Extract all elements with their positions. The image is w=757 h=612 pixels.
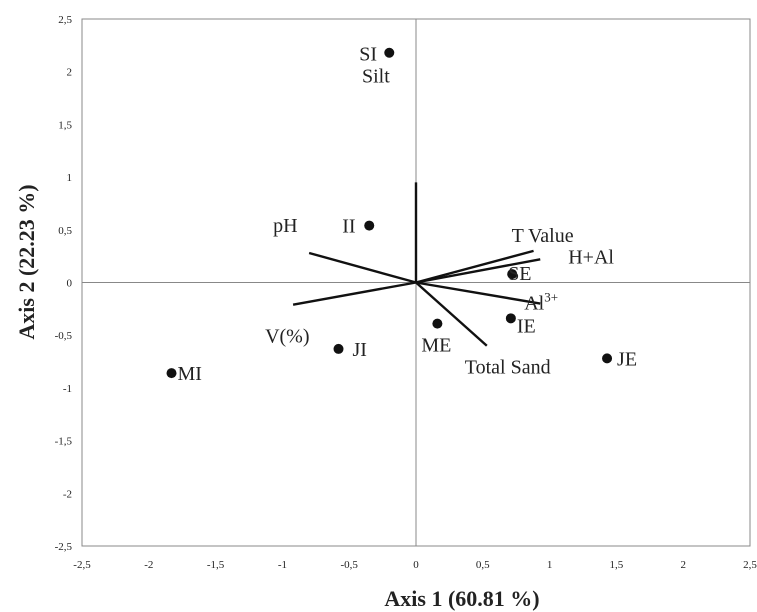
x-tick-label: 0,5 [476,559,490,571]
vector-line [308,251,417,284]
vector-line [415,249,534,284]
vector-label: Total Sand [465,357,551,379]
x-tick-label: -1,5 [207,559,225,571]
sample-point [364,220,375,231]
x-axis-title: Axis 1 (60.81 %) [384,586,539,611]
vector-label: Silt [362,65,390,87]
sample-point-label: JI [353,339,367,361]
sample-point-label: SE [508,263,531,285]
vector-line [415,281,488,347]
x-tick-label: -2 [144,559,153,571]
sample-point [505,313,516,324]
y-tick-label: 0,5 [58,225,72,237]
y-tick-label: -2 [63,488,72,500]
y-tick-label: -1 [63,383,72,395]
sample-point [602,353,613,364]
vector-label: V(%) [265,326,309,348]
sample-point-label: JE [617,348,637,370]
vector-label: Al3+ [524,290,558,315]
sample-point-label: II [342,216,355,238]
vector-line [292,281,417,306]
sample-points: SI II SE IE ME JI JE MI [166,44,637,385]
y-tick-label: -0,5 [55,330,73,342]
sample-point-label: IE [517,315,536,337]
x-tick-label: 0 [413,559,419,571]
x-tick-label: -0,5 [340,559,358,571]
y-tick-label: 2 [67,67,73,79]
x-tick-label: 2 [680,559,686,571]
vector-label: H+Al [568,246,614,268]
sample-point [384,47,395,58]
y-tick-label: -1,5 [55,436,73,448]
vector-label: pH [273,215,297,237]
vector-label: T Value [512,225,574,247]
y-tick-label: 1 [67,172,73,184]
x-tick-label: -1 [278,559,287,571]
y-tick-labels: 2,5 2 1,5 1 0,5 0 -0,5 -1 -1,5 -2 -2,5 [55,14,73,553]
y-tick-label: 2,5 [58,14,72,26]
x-tick-labels: -2,5 -2 -1,5 -1 -0,5 0 0,5 1 1,5 2 2,5 [73,559,757,571]
vector-line [415,281,541,305]
vector-line [415,258,541,284]
y-tick-label: 0 [67,278,73,290]
sample-point-label: SI [359,44,377,66]
x-tick-label: 2,5 [743,559,757,571]
y-axis-title: Axis 2 (22.23 %) [14,184,39,339]
x-tick-label: -2,5 [73,559,91,571]
sample-point [333,343,344,354]
sample-point-label: MI [178,363,202,385]
sample-point [166,368,177,379]
sample-point [507,269,518,280]
sample-point-label: ME [421,335,451,357]
x-tick-label: 1 [547,559,553,571]
y-tick-label: -2,5 [55,541,73,553]
x-tick-label: 1,5 [610,559,624,571]
y-tick-label: 1,5 [58,119,72,131]
sample-point [432,318,443,329]
